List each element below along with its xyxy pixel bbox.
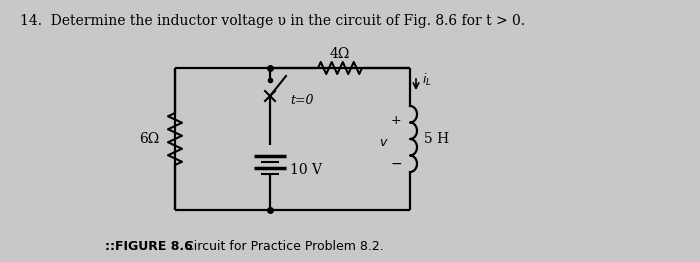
Text: 6Ω: 6Ω: [139, 132, 159, 146]
Text: −: −: [390, 157, 402, 171]
Text: t=0: t=0: [290, 95, 314, 107]
Text: $v$: $v$: [379, 137, 389, 150]
Text: 4Ω: 4Ω: [330, 47, 350, 61]
Text: +: +: [391, 114, 401, 128]
Text: $i_L$: $i_L$: [422, 72, 432, 88]
Text: 14.  Determine the inductor voltage υ in the circuit of Fig. 8.6 for t > 0.: 14. Determine the inductor voltage υ in …: [20, 14, 525, 28]
Text: 10 V: 10 V: [290, 163, 322, 177]
Text: Circuit for Practice Problem 8.2.: Circuit for Practice Problem 8.2.: [177, 241, 384, 254]
Text: 5 H: 5 H: [424, 132, 449, 146]
Text: ::FIGURE 8.6: ::FIGURE 8.6: [105, 241, 192, 254]
